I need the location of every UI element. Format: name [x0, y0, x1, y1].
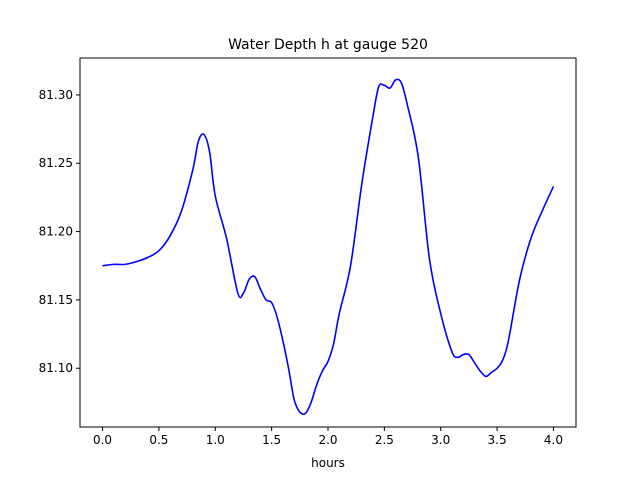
y-axis: 81.10 81.15 81.20 81.25 81.30: [39, 88, 80, 375]
x-tick-label: 1.5: [262, 433, 281, 447]
x-tick-label: 1.0: [206, 433, 225, 447]
y-tick-label: 81.30: [39, 88, 73, 102]
x-axis-label: hours: [311, 456, 345, 470]
chart-title: Water Depth h at gauge 520: [228, 37, 428, 53]
y-tick-label: 81.25: [39, 156, 73, 170]
x-tick-label: 3.5: [488, 433, 507, 447]
x-tick-label: 3.0: [431, 433, 450, 447]
plot-frame: [79, 57, 577, 428]
plot-area: [102, 78, 555, 415]
x-axis: 0.0 0.5 1.0 1.5 2.0 2.5 3.0 3.5 4.0: [93, 427, 563, 447]
series-line: [102, 78, 555, 415]
y-tick-label: 81.15: [39, 293, 73, 307]
x-tick-label: 0.0: [93, 433, 112, 447]
x-tick-label: 4.0: [544, 433, 563, 447]
x-tick-label: 2.5: [375, 433, 394, 447]
y-tick-label: 81.10: [39, 361, 73, 375]
x-tick-label: 2.0: [318, 433, 337, 447]
y-tick-label: 81.20: [39, 225, 73, 239]
x-tick-label: 0.5: [149, 433, 168, 447]
